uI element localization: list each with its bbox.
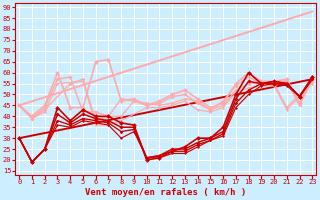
X-axis label: Vent moyen/en rafales ( km/h ): Vent moyen/en rafales ( km/h ) (85, 188, 246, 197)
